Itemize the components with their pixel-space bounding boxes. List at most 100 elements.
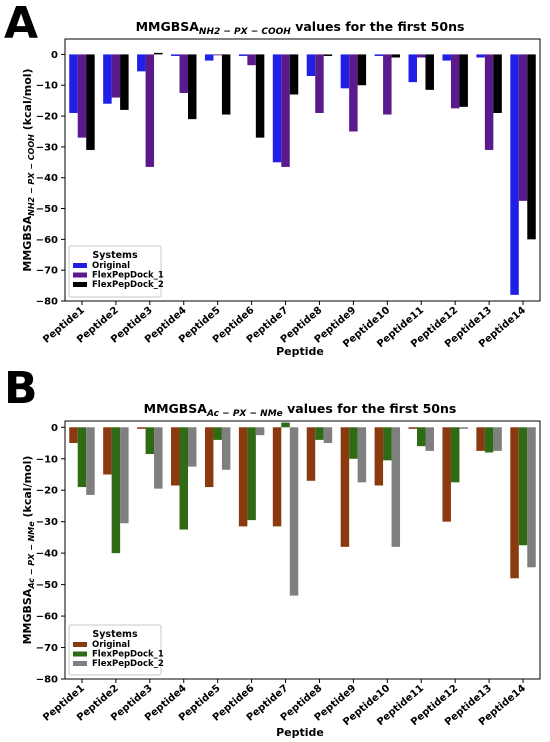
ytick-label: −50	[36, 204, 58, 215]
bar-peptide8-flexpepdock-1	[315, 54, 324, 113]
ytick-label: −10	[36, 81, 58, 92]
legend-label-flexpepdock-1: FlexPepDock_1	[92, 650, 164, 660]
ytick-label: −20	[36, 486, 58, 497]
bar-peptide4-original	[171, 54, 180, 56]
bar-peptide9-flexpepdock-2	[357, 54, 367, 86]
panel-a-bars	[69, 52, 536, 295]
bar-peptide5-flexpepdock-2	[221, 54, 231, 115]
bar-peptide1-flexpepdock-2	[86, 54, 95, 150]
bar-peptide1-original	[69, 427, 78, 444]
ytick-label: −70	[36, 643, 58, 654]
panel-a-title-sub: NH2 − PX − COOH	[199, 27, 291, 37]
panel-a-ylabel-main: MMGBSA	[21, 215, 34, 271]
ytick-label: 0	[51, 423, 58, 434]
panel-b-legend-box	[68, 624, 162, 676]
legend-swatch-flexpepdock-2	[73, 661, 87, 666]
bar-peptide5-original	[204, 427, 214, 488]
panel-a-letter: A	[4, 0, 38, 49]
bar-peptide10-flexpepdock-1	[383, 54, 392, 115]
legend-label-flexpepdock-2: FlexPepDock_2	[92, 659, 164, 669]
bar-peptide2-flexpepdock-1	[111, 54, 121, 98]
bar-peptide14-flexpepdock-1	[518, 54, 528, 201]
bar-peptide6-flexpepdock-2	[255, 427, 265, 436]
panel-a-ylabel-rest: (kcal/mol)	[21, 68, 34, 134]
panel-b-title-rest: values for the first 50ns	[283, 401, 457, 416]
bar-peptide3-flexpepdock-1	[145, 427, 155, 455]
bar-peptide14-flexpepdock-2	[527, 427, 536, 568]
bar-peptide13-flexpepdock-2	[493, 54, 502, 113]
bar-peptide13-flexpepdock-2	[493, 427, 502, 451]
bar-peptide5-flexpepdock-1	[213, 54, 222, 56]
panel-a-ylabel-sub: NH2 − PX − COOH	[27, 134, 36, 216]
bar-peptide4-original	[171, 427, 180, 486]
panel-a: A MMGBSANH2 − PX − COOH values for the f…	[4, 0, 541, 358]
bar-peptide12-flexpepdock-1	[450, 54, 460, 109]
bar-peptide12-original	[442, 427, 451, 522]
bar-peptide7-original	[272, 427, 282, 527]
bar-peptide13-original	[476, 54, 485, 58]
panel-b-ylabel-main: MMGBSA	[21, 588, 34, 644]
bar-peptide1-flexpepdock-1	[77, 427, 87, 488]
bar-peptide12-original	[442, 54, 451, 61]
bar-peptide3-flexpepdock-1	[145, 54, 155, 167]
bar-peptide9-flexpepdock-1	[349, 427, 358, 459]
ytick-label: −80	[36, 297, 58, 308]
panel-a-legend: Systems OriginalFlexPepDock_1FlexPepDock…	[68, 245, 164, 298]
panel-b-bars	[69, 422, 536, 596]
ytick-label: −60	[36, 235, 58, 246]
panel-a-title-main: MMGBSA	[136, 19, 200, 34]
ytick-label: −10	[36, 454, 58, 465]
bar-peptide10-flexpepdock-2	[391, 427, 401, 547]
ytick-label: 0	[51, 50, 58, 61]
panel-a-xlabel: Peptide	[276, 345, 324, 358]
bar-peptide6-flexpepdock-1	[247, 427, 256, 521]
panel-b-ylabel: MMGBSAAc − PX − NMe (kcal/mol)	[21, 456, 36, 645]
bar-peptide10-flexpepdock-2	[391, 54, 401, 58]
bar-peptide12-flexpepdock-2	[459, 54, 468, 107]
bar-peptide7-flexpepdock-2	[289, 54, 299, 95]
bar-peptide6-flexpepdock-2	[255, 54, 265, 138]
bar-peptide3-flexpepdock-2	[154, 52, 163, 55]
ytick-label: −30	[36, 142, 58, 153]
ytick-label: −80	[36, 675, 58, 686]
panel-b-xlabel: Peptide	[276, 726, 324, 739]
bar-peptide8-original	[306, 427, 316, 481]
bar-peptide1-flexpepdock-1	[77, 54, 87, 138]
panel-a-title: MMGBSANH2 − PX − COOH values for the fir…	[136, 19, 465, 37]
panel-a-ylabel: MMGBSANH2 − PX − COOH (kcal/mol)	[21, 68, 36, 271]
bar-peptide13-flexpepdock-1	[484, 54, 494, 150]
bar-peptide9-original	[340, 427, 350, 547]
bar-peptide11-flexpepdock-2	[425, 54, 434, 90]
legend-swatch-original	[73, 642, 87, 647]
panel-a-yticks: 0 −10 −20 −30 −40 −50 −60 −70 −80	[36, 50, 65, 308]
bar-peptide8-original	[306, 54, 316, 76]
bar-peptide6-original	[238, 427, 248, 527]
bar-peptide11-flexpepdock-1	[417, 54, 426, 58]
bar-peptide2-flexpepdock-2	[120, 54, 129, 110]
ytick-label: −40	[36, 549, 58, 560]
bar-peptide14-original	[510, 427, 519, 579]
bar-peptide9-flexpepdock-1	[349, 54, 358, 132]
panel-b-xticks: Peptide1Peptide2Peptide3Peptide4Peptide5…	[41, 679, 528, 728]
legend-swatch-flexpepdock-2	[73, 282, 87, 287]
panel-b-title: MMGBSAAc − PX − NMe values for the first…	[144, 401, 457, 419]
panel-b-legend-title: Systems	[92, 629, 138, 640]
panel-a-legend-title: Systems	[92, 250, 138, 261]
bar-peptide9-flexpepdock-2	[357, 427, 367, 483]
bar-peptide6-flexpepdock-1	[247, 54, 256, 66]
panel-a-legend-box	[68, 245, 162, 298]
bar-peptide7-flexpepdock-1	[281, 422, 290, 428]
bar-peptide2-flexpepdock-2	[120, 427, 129, 524]
bar-peptide3-flexpepdock-2	[154, 427, 163, 489]
legend-swatch-flexpepdock-1	[73, 651, 87, 657]
bar-peptide4-flexpepdock-1	[179, 427, 188, 530]
panel-b-ylabel-sub: Ac − PX − NMe	[27, 521, 36, 590]
bar-peptide11-original	[408, 54, 418, 83]
bar-peptide5-original	[204, 54, 214, 61]
bar-peptide7-flexpepdock-1	[281, 54, 290, 167]
ytick-label: −30	[36, 517, 58, 528]
ytick-label: −70	[36, 266, 58, 277]
bar-peptide12-flexpepdock-2	[459, 427, 468, 429]
bar-peptide14-flexpepdock-1	[518, 427, 528, 546]
